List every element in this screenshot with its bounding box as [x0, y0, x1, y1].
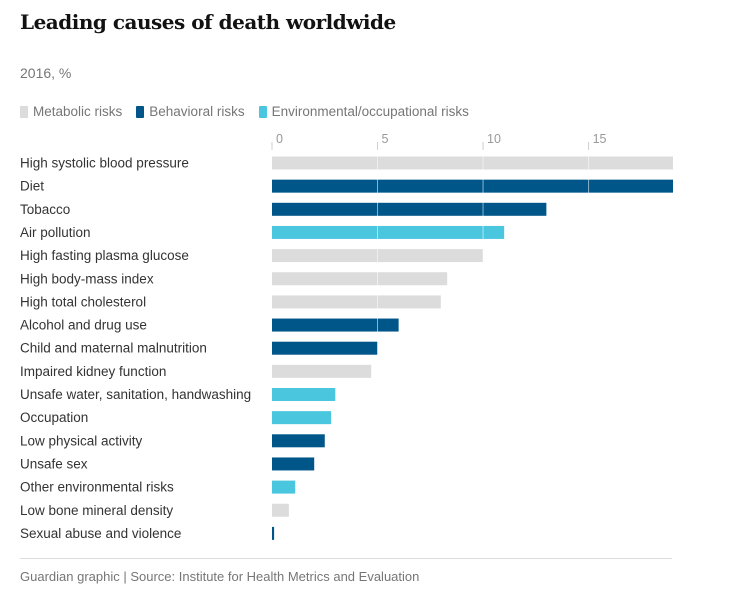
bar — [272, 388, 336, 401]
chart-source: Guardian graphic | Source: Institute for… — [20, 569, 420, 584]
category-label: Low physical activity — [20, 433, 143, 448]
bar — [272, 480, 296, 494]
legend-item-environmental: Environmental/occupational risks — [258, 104, 469, 119]
bar — [272, 364, 372, 378]
legend-item-behavioral: Behavioral risks — [136, 104, 245, 119]
bar — [272, 272, 448, 286]
category-label: High total cholesterol — [20, 294, 146, 309]
bar — [272, 457, 315, 471]
x-tick-label: 5 — [382, 132, 389, 146]
bar — [272, 341, 378, 355]
bar — [272, 156, 673, 170]
x-tick-label: 10 — [487, 132, 501, 146]
bar — [272, 202, 547, 216]
category-label: Child and maternal malnutrition — [20, 341, 207, 356]
bar — [272, 503, 289, 517]
bar-chart: 0 5 10 15 High systolic blood pressure Diet To… — [20, 132, 673, 541]
bar — [272, 225, 505, 239]
legend-label-environmental: Environmental/occupational risks — [271, 104, 469, 119]
bar — [272, 318, 399, 332]
category-label: Alcohol and drug use — [20, 318, 147, 333]
category-label: High systolic blood pressure — [20, 156, 189, 171]
legend-swatch-environmental — [258, 105, 267, 118]
category-label: High fasting plasma glucose — [20, 248, 189, 263]
category-label: Diet — [20, 179, 44, 194]
category-label: Low bone mineral density — [20, 503, 173, 518]
bar — [272, 295, 441, 309]
legend-label-behavioral: Behavioral risks — [149, 104, 245, 119]
bar — [272, 179, 673, 193]
category-label: Unsafe sex — [20, 456, 88, 471]
bar — [272, 411, 332, 425]
bar — [272, 434, 325, 448]
x-tick-label: 0 — [276, 132, 283, 146]
bar — [272, 526, 275, 540]
category-label: Impaired kidney function — [20, 364, 166, 379]
footer-divider — [20, 558, 672, 559]
chart-legend: Metabolic risks Behavioral risks Environ… — [20, 104, 469, 119]
legend-item-metabolic: Metabolic risks — [20, 104, 122, 119]
legend-swatch-behavioral — [136, 105, 145, 118]
category-label: Air pollution — [20, 225, 91, 240]
category-label: Occupation — [20, 410, 88, 425]
category-label: Unsafe water, sanitation, handwashing — [20, 387, 251, 402]
legend-label-metabolic: Metabolic risks — [33, 104, 123, 119]
chart-title: Leading causes of death worldwide — [20, 10, 396, 34]
x-tick-label: 15 — [593, 132, 607, 146]
category-label: Sexual abuse and violence — [20, 526, 181, 541]
chart-subtitle: 2016, % — [20, 65, 72, 81]
category-label: High body-mass index — [20, 271, 154, 286]
legend-swatch-metabolic — [20, 105, 28, 118]
category-label: Other environmental risks — [20, 480, 174, 495]
category-label: Tobacco — [20, 202, 70, 217]
